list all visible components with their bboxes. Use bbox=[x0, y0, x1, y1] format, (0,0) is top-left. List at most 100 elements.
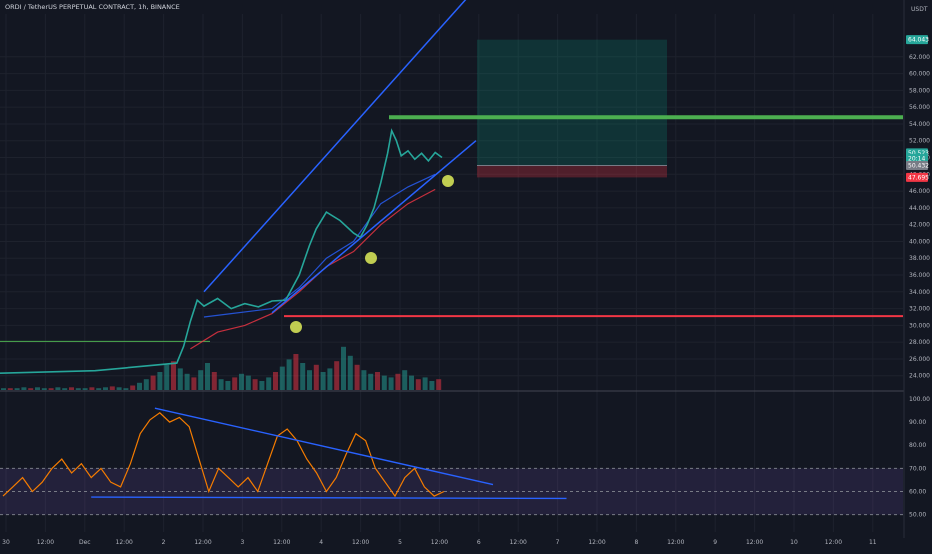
volume-bar-62 bbox=[422, 377, 428, 390]
x-tick-14: 7 bbox=[556, 539, 560, 546]
rsi-tick-2: 70.00 bbox=[909, 465, 926, 472]
y-tick-17: 58.000 bbox=[909, 87, 930, 94]
volume-bar-11 bbox=[75, 388, 81, 390]
volume-bar-54 bbox=[368, 373, 374, 390]
volume-bar-40 bbox=[273, 372, 278, 390]
volume-bar-25 bbox=[171, 361, 176, 390]
stop-zone bbox=[477, 165, 667, 178]
rsi-tick-3: 80.00 bbox=[909, 442, 926, 449]
price-tag-label-4: 47.695 bbox=[908, 174, 929, 181]
volume-bar-52 bbox=[354, 364, 360, 390]
volume-bar-50 bbox=[341, 346, 346, 390]
x-tick-13: 12:00 bbox=[510, 539, 527, 546]
price-tag-4 bbox=[906, 172, 928, 182]
y-tick-14: 52.000 bbox=[909, 138, 930, 145]
x-tick-16: 8 bbox=[634, 539, 638, 546]
volume-bar-7 bbox=[48, 388, 54, 390]
volume-bar-33 bbox=[225, 381, 231, 390]
rsi-line bbox=[2, 412, 445, 498]
volume-bar-38 bbox=[259, 381, 265, 390]
volume-bar-34 bbox=[232, 377, 238, 390]
x-tick-5: 12:00 bbox=[194, 539, 211, 546]
volume-bar-30 bbox=[205, 363, 210, 390]
volume-bar-0 bbox=[1, 388, 6, 390]
volume-bar-63 bbox=[429, 381, 435, 390]
volume-bar-1 bbox=[7, 388, 13, 390]
volume-bar-37 bbox=[252, 379, 258, 390]
x-tick-3: 12:00 bbox=[116, 539, 133, 546]
rsi-tick-4: 90.00 bbox=[909, 419, 926, 426]
x-tick-4: 2 bbox=[162, 539, 166, 546]
volume-bar-8 bbox=[55, 387, 61, 390]
volume-bar-59 bbox=[402, 370, 408, 390]
volume-bar-18 bbox=[123, 388, 129, 390]
price-tag-label-0: 64.043 bbox=[908, 37, 929, 44]
volume-bar-24 bbox=[164, 364, 170, 390]
volume-bar-49 bbox=[334, 361, 340, 390]
volume-bar-32 bbox=[218, 379, 224, 390]
volume-bar-44 bbox=[300, 363, 306, 390]
volume-bar-16 bbox=[109, 386, 115, 390]
volume-bar-45 bbox=[307, 370, 312, 390]
volume-bar-64 bbox=[436, 379, 442, 390]
volume-bar-43 bbox=[293, 354, 299, 390]
volume-bar-57 bbox=[388, 377, 394, 390]
x-tick-15: 12:00 bbox=[588, 539, 605, 546]
price-tag-label-3: 50.432 bbox=[908, 162, 929, 169]
x-tick-22: 11 bbox=[869, 539, 877, 546]
y-tick-16: 56.000 bbox=[909, 104, 930, 111]
x-tick-18: 9 bbox=[713, 539, 717, 546]
volume-bar-26 bbox=[177, 368, 183, 390]
price-tag-label-2: 20:14 bbox=[908, 155, 925, 162]
rsi-tick-1: 60.00 bbox=[909, 489, 926, 496]
y-tick-2: 28.000 bbox=[909, 339, 930, 346]
hand-marker-0 bbox=[290, 321, 302, 333]
volume-bar-39 bbox=[266, 377, 272, 390]
volume-bar-23 bbox=[157, 372, 163, 390]
hand-marker-2 bbox=[442, 175, 454, 187]
volume-bar-6 bbox=[41, 388, 47, 390]
x-tick-12: 6 bbox=[477, 539, 481, 546]
chart-title: ORDI / TetherUS PERPETUAL CONTRACT, 1h, … bbox=[5, 3, 180, 11]
y-tick-0: 24.000 bbox=[909, 373, 930, 380]
volume-bar-28 bbox=[191, 377, 197, 390]
price-tag-0 bbox=[906, 35, 928, 45]
price-tag-2 bbox=[906, 153, 928, 163]
price-line bbox=[0, 128, 443, 374]
y-tick-7: 38.000 bbox=[909, 255, 930, 262]
x-tick-7: 12:00 bbox=[273, 539, 290, 546]
hand-marker-1 bbox=[365, 252, 377, 264]
time-axis-bg bbox=[0, 538, 932, 550]
volume-bar-51 bbox=[347, 355, 353, 390]
x-tick-8: 4 bbox=[319, 539, 323, 546]
volume-bar-5 bbox=[35, 387, 40, 390]
volume-bar-29 bbox=[198, 370, 204, 390]
volume-bar-42 bbox=[286, 359, 292, 390]
y-tick-11: 46.000 bbox=[909, 188, 930, 195]
volume-bar-14 bbox=[96, 388, 102, 390]
y-tick-4: 32.000 bbox=[909, 306, 930, 313]
volume-bar-35 bbox=[239, 373, 244, 390]
x-tick-17: 12:00 bbox=[667, 539, 684, 546]
rsi-tick-0: 50.00 bbox=[909, 512, 926, 519]
volume-bar-13 bbox=[89, 387, 95, 390]
profit-zone bbox=[477, 39, 667, 166]
volume-bar-46 bbox=[313, 364, 319, 390]
volume-bar-15 bbox=[103, 387, 108, 390]
volume-bar-56 bbox=[381, 375, 387, 390]
volume-bar-19 bbox=[130, 385, 136, 390]
volume-bar-60 bbox=[409, 375, 414, 390]
y-tick-5: 34.000 bbox=[909, 289, 930, 296]
rsi-trendline-1 bbox=[91, 496, 567, 500]
x-tick-1: 12:00 bbox=[37, 539, 54, 546]
x-tick-19: 12:00 bbox=[746, 539, 763, 546]
volume-bar-10 bbox=[69, 387, 74, 390]
channel-line-1 bbox=[271, 140, 477, 314]
volume-bar-17 bbox=[116, 387, 122, 390]
volume-bar-31 bbox=[211, 372, 217, 390]
y-tick-18: 60.000 bbox=[909, 71, 930, 78]
volume-bar-2 bbox=[14, 388, 20, 390]
x-tick-0: 30 bbox=[2, 539, 10, 546]
